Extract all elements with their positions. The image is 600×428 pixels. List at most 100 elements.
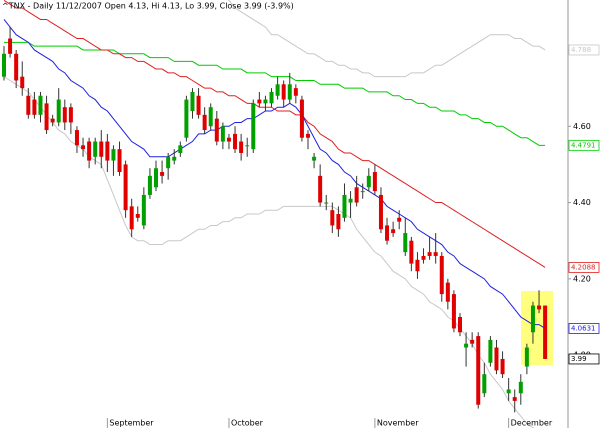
candle-body <box>184 99 189 138</box>
candle-body <box>8 38 13 54</box>
candle-body <box>74 130 79 146</box>
candle-body <box>129 206 134 230</box>
candle-body <box>111 149 116 161</box>
candle-body <box>439 255 444 295</box>
candle-body <box>202 114 207 131</box>
candle-body <box>62 107 67 123</box>
candle-body <box>306 133 310 138</box>
last-value-box <box>568 323 600 334</box>
overlay-line <box>4 41 546 146</box>
overlay-line <box>3 19 546 329</box>
candle-body <box>494 347 499 371</box>
last-value-label: 4.788 <box>571 46 591 54</box>
candle-body <box>233 133 238 150</box>
candle-body <box>56 99 61 123</box>
candle-body <box>385 225 390 241</box>
candle-body <box>470 339 475 344</box>
candle-body <box>397 217 402 222</box>
last-value-label: 3.99 <box>571 355 587 363</box>
candles <box>2 27 548 413</box>
candle-body <box>93 141 98 157</box>
candle-body <box>160 172 165 176</box>
candle-body <box>50 118 55 123</box>
candle-body <box>354 187 359 203</box>
candle-body <box>190 91 195 112</box>
candle-body <box>372 172 377 192</box>
candle-body <box>421 255 426 260</box>
candle-body <box>263 99 268 104</box>
y-tick-label: 4.20 <box>573 274 591 283</box>
candle-body <box>26 95 31 115</box>
candle-body <box>141 194 146 226</box>
x-tick-label: October <box>231 419 264 428</box>
candle-body <box>518 381 523 394</box>
candle-body <box>488 339 493 363</box>
candle-body <box>14 53 19 81</box>
candle-body <box>451 294 456 329</box>
last-value-label: 4.0631 <box>571 324 596 332</box>
candle-body <box>251 103 256 150</box>
candle-body <box>524 347 529 367</box>
candle-body <box>299 99 304 138</box>
candle-body <box>403 233 408 253</box>
candle-body <box>366 175 371 188</box>
x-tick-label: November <box>377 419 419 428</box>
candle-body <box>38 95 43 115</box>
candle-body <box>433 252 438 256</box>
candle-body <box>20 76 25 89</box>
candle-body <box>464 343 469 348</box>
candle-body <box>166 156 171 169</box>
candle-body <box>312 156 317 161</box>
candle-body <box>32 99 37 115</box>
candle-body <box>220 126 225 142</box>
candle-body <box>287 84 292 100</box>
candle-body <box>275 84 280 96</box>
candle-body <box>214 118 219 142</box>
candle-body <box>123 164 128 211</box>
last-value-box <box>568 44 600 56</box>
candle-body <box>99 141 104 157</box>
candle-body <box>543 305 548 359</box>
candle-body <box>506 389 511 394</box>
chart-title: ^TNX - Daily 11/12/2007 Open 4.13, Hi 4.… <box>2 2 294 11</box>
candle-body <box>530 305 535 333</box>
candle-body <box>348 198 353 203</box>
last-value-label: 4.2088 <box>571 263 596 271</box>
last-value-label: 4.4791 <box>571 141 596 149</box>
candle-body <box>281 84 286 100</box>
candle-body <box>154 168 158 188</box>
candle-body <box>81 145 86 150</box>
candle-body <box>324 202 329 204</box>
candle-body <box>172 156 177 161</box>
candle-body <box>476 336 481 405</box>
candle-body <box>445 282 450 302</box>
overlay-line <box>227 0 546 78</box>
candle-body <box>427 252 432 256</box>
candle-body <box>257 99 262 104</box>
candle-body <box>196 95 201 115</box>
candle-body <box>2 53 6 77</box>
candle-body <box>117 149 122 173</box>
candle-body <box>330 210 335 226</box>
candle-body <box>68 107 73 123</box>
candle-body <box>378 194 383 230</box>
candle-body <box>415 259 420 272</box>
x-tick-label: September <box>109 419 154 428</box>
y-tick-label: 4.60 <box>573 122 591 131</box>
candle-body <box>342 194 347 218</box>
candle-body <box>269 91 274 104</box>
y-tick-label: 4.40 <box>573 198 591 207</box>
candle-body <box>482 374 487 394</box>
axis: 4.804.604.404.204.00SeptemberOctoberNove… <box>106 44 600 428</box>
last-value-box <box>568 262 600 273</box>
candle-body <box>458 316 462 333</box>
candle-body <box>293 88 298 96</box>
candle-body <box>391 229 396 234</box>
last-value-box <box>568 353 600 365</box>
candle-body <box>105 141 110 161</box>
candle-body <box>44 103 49 131</box>
last-value-box <box>568 139 600 151</box>
candle-body <box>500 358 505 375</box>
candle-body <box>537 305 542 310</box>
